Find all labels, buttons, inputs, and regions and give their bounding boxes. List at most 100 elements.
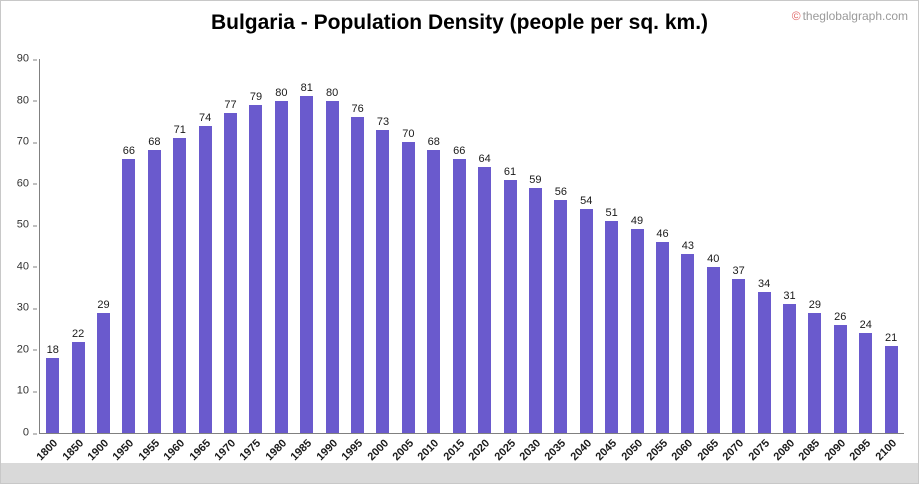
x-axis-label: 2060 — [669, 437, 696, 464]
x-axis-label: 1960 — [161, 437, 188, 464]
bar-column: 46 2055 — [644, 59, 675, 463]
bar-column: 81 1985 — [289, 59, 319, 463]
bar — [503, 179, 517, 433]
bar-column: 51 2045 — [594, 59, 624, 464]
bar-column: 31 2080 — [771, 59, 802, 463]
bar-column: 24 2095 — [848, 59, 878, 463]
bar-column: 80 1990 — [314, 59, 344, 463]
bar-column: 71 1960 — [162, 59, 192, 463]
x-axis-label: 1955 — [136, 437, 163, 464]
bar-value-label: 56 — [554, 186, 567, 199]
bar — [452, 158, 466, 433]
bar-column: 66 2015 — [441, 59, 472, 463]
x-axis-label: 2095 — [847, 437, 874, 464]
x-axis-label: 1970 — [212, 437, 239, 464]
bar-value-label: 34 — [757, 277, 771, 290]
bar-value-label: 76 — [351, 103, 364, 116]
x-axis-label: 1995 — [339, 437, 366, 464]
bar-column: 73 2000 — [365, 59, 395, 463]
bar — [71, 341, 85, 433]
bar-value-label: 80 — [275, 86, 288, 99]
bar-column: 37 2070 — [721, 59, 751, 463]
bar — [401, 142, 415, 433]
x-axis-label: 2040 — [568, 437, 595, 464]
bar-value-label: 68 — [427, 136, 440, 149]
bar-value-label: 54 — [580, 194, 593, 207]
bar-value-label: 40 — [707, 252, 720, 265]
bar-value-label: 51 — [605, 207, 618, 220]
bar-value-label: 66 — [453, 144, 466, 157]
bar-value-label: 61 — [503, 165, 517, 178]
bar-column: 66 1950 — [111, 59, 141, 463]
bar-column: 77 1970 — [213, 59, 243, 464]
bar-column: 21 2100 — [873, 59, 903, 463]
x-axis-label: 1950 — [110, 437, 137, 464]
bar — [478, 167, 492, 433]
bar — [808, 312, 822, 433]
bar-value-label: 26 — [834, 310, 847, 323]
chart-title: Bulgaria - Population Density (people pe… — [210, 11, 709, 34]
x-axis-label: 2075 — [746, 437, 772, 464]
y-axis-tick-label: 20 — [17, 344, 38, 355]
bar-value-label: 79 — [249, 90, 263, 103]
bar-column: 54 2040 — [568, 59, 599, 463]
x-axis-label: 1965 — [187, 437, 213, 464]
bar — [554, 200, 568, 433]
x-axis-label: 1980 — [263, 437, 290, 464]
bar — [884, 345, 898, 433]
y-axis-tick-label: 40 — [17, 261, 38, 272]
bar — [46, 358, 60, 433]
x-axis-label: 2085 — [796, 437, 823, 464]
x-axis-label: 2050 — [619, 437, 645, 464]
bar — [655, 241, 669, 433]
bar-value-label: 64 — [478, 153, 491, 166]
bar-column: 56 2035 — [543, 59, 573, 463]
bar-column: 18 1800 — [35, 59, 65, 463]
y-axis-tick-label: 80 — [17, 95, 38, 106]
y-axis-tick-label: 0 — [23, 427, 38, 439]
x-axis-label: 1990 — [314, 437, 340, 464]
bar — [681, 254, 695, 433]
bar — [528, 187, 542, 433]
x-axis-label: 2065 — [695, 437, 722, 464]
x-axis-label: 2090 — [822, 437, 849, 464]
plot-area: 18 1800 22 1850 29 1900 66 1950 68 1955 71 1960 74 19… — [35, 59, 904, 464]
bar-column: 76 1995 — [340, 59, 370, 463]
x-axis-label: 2005 — [390, 437, 417, 464]
y-axis-tick-label: 60 — [17, 178, 38, 189]
x-axis-label: 2000 — [364, 437, 391, 464]
bar-value-label: 71 — [173, 123, 186, 136]
x-axis-label: 2010 — [415, 437, 442, 464]
watermark: © theglobalgraph.com — [792, 9, 908, 23]
bar-column: 40 2065 — [695, 59, 726, 463]
bar-column: 70 2005 — [390, 59, 421, 463]
bar — [147, 150, 161, 433]
bar-value-label: 18 — [46, 344, 59, 357]
bar — [605, 221, 619, 433]
bar-column: 68 1955 — [136, 59, 167, 463]
bar — [732, 279, 746, 433]
x-axis-label: 2025 — [491, 437, 518, 464]
bar — [249, 104, 263, 433]
bar — [833, 324, 847, 433]
x-axis-label: 2100 — [873, 437, 899, 464]
y-axis-tick-label: 50 — [17, 219, 38, 231]
bar — [706, 266, 720, 433]
bar — [198, 125, 212, 433]
bar-column: 79 1975 — [238, 59, 268, 463]
bar — [579, 208, 593, 433]
bar-column: 29 2085 — [797, 59, 827, 463]
x-axis-label: 2080 — [771, 437, 798, 464]
footer-strip — [1, 463, 918, 483]
x-axis-label: 2015 — [441, 437, 467, 464]
bar — [173, 137, 187, 433]
bar — [782, 304, 796, 433]
x-axis-label: 2020 — [466, 437, 493, 464]
bar-column: 80 1980 — [263, 59, 294, 463]
bar-value-label: 24 — [859, 319, 872, 332]
x-axis-label: 1850 — [60, 437, 86, 464]
bar-value-label: 68 — [148, 136, 161, 149]
bar — [376, 129, 390, 433]
bar-column: 29 1900 — [85, 59, 116, 463]
